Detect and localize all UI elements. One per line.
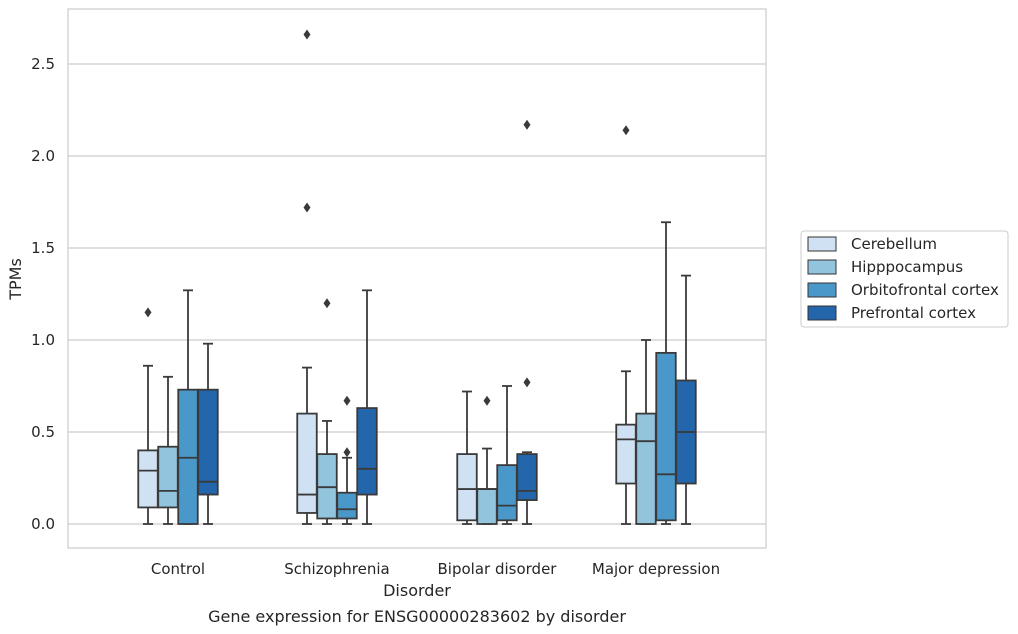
box-group (476, 395, 498, 525)
outlier-point (343, 447, 351, 458)
box-group (675, 274, 697, 525)
box-group (177, 289, 199, 525)
box (296, 412, 318, 514)
outlier-point (323, 298, 331, 309)
box-group (615, 125, 637, 525)
box (316, 453, 338, 520)
legend-label: Orbitofrontal cortex (851, 281, 999, 299)
legend-swatch (807, 259, 837, 275)
box-group (137, 307, 159, 525)
x-tick-label: Schizophrenia (284, 560, 389, 578)
x-tick-label: Bipolar disorder (438, 560, 558, 578)
box-group (496, 385, 518, 525)
plot-area-frame (67, 8, 767, 549)
x-axis-title: Disorder (383, 581, 451, 600)
legend-swatch (807, 305, 837, 321)
outlier-point (343, 395, 351, 406)
outlier-point (303, 29, 311, 40)
y-axis-title: TPMs (6, 258, 25, 301)
y-tick-label: 1.0 (31, 331, 55, 349)
y-tick-label: 0.0 (31, 515, 55, 533)
box-group (197, 342, 219, 525)
y-axis-ticks: 0.0 0.5 1.0 1.5 2.0 2.5 (31, 55, 55, 533)
y-tick-label: 2.0 (31, 147, 55, 165)
y-tick-label: 2.5 (31, 55, 55, 73)
box-group (516, 119, 538, 525)
box (516, 453, 538, 501)
x-tick-label: Control (151, 560, 205, 578)
legend-swatch (807, 236, 837, 252)
outlier-point (523, 377, 531, 388)
legend-label: Cerebellum (851, 235, 937, 253)
box (496, 464, 518, 522)
box (137, 449, 159, 509)
box (476, 488, 498, 525)
legend-label: Hipppocampus (851, 258, 963, 276)
x-tick-label: Major depression (592, 560, 720, 578)
legend-label: Prefrontal cortex (851, 304, 976, 322)
y-tick-label: 0.5 (31, 423, 55, 441)
box (157, 445, 179, 509)
outlier-point (303, 202, 311, 213)
chart-title: Gene expression for ENSG00000283602 by d… (208, 607, 626, 626)
legend: Cerebellum Hipppocampus Orbitofrontal cort… (800, 230, 1009, 328)
box (655, 351, 677, 522)
box-group (316, 298, 338, 525)
box-group (456, 390, 478, 525)
box (336, 491, 358, 520)
outlier-point (483, 395, 491, 406)
plot-marks (137, 29, 697, 525)
box (177, 388, 199, 525)
outlier-point (523, 119, 531, 130)
box (635, 412, 657, 525)
box-group (356, 289, 378, 525)
box (356, 407, 378, 496)
legend-swatch (807, 282, 837, 298)
outlier-point (622, 125, 630, 136)
box-group (336, 395, 358, 525)
box-group (157, 375, 179, 525)
y-tick-label: 1.5 (31, 239, 55, 257)
outlier-point (144, 307, 152, 318)
box (615, 423, 637, 485)
x-axis-ticks: Control Schizophrenia Bipolar disorder Majo… (151, 560, 720, 578)
legend-frame (800, 230, 1009, 328)
box (197, 388, 219, 496)
box (456, 453, 478, 522)
